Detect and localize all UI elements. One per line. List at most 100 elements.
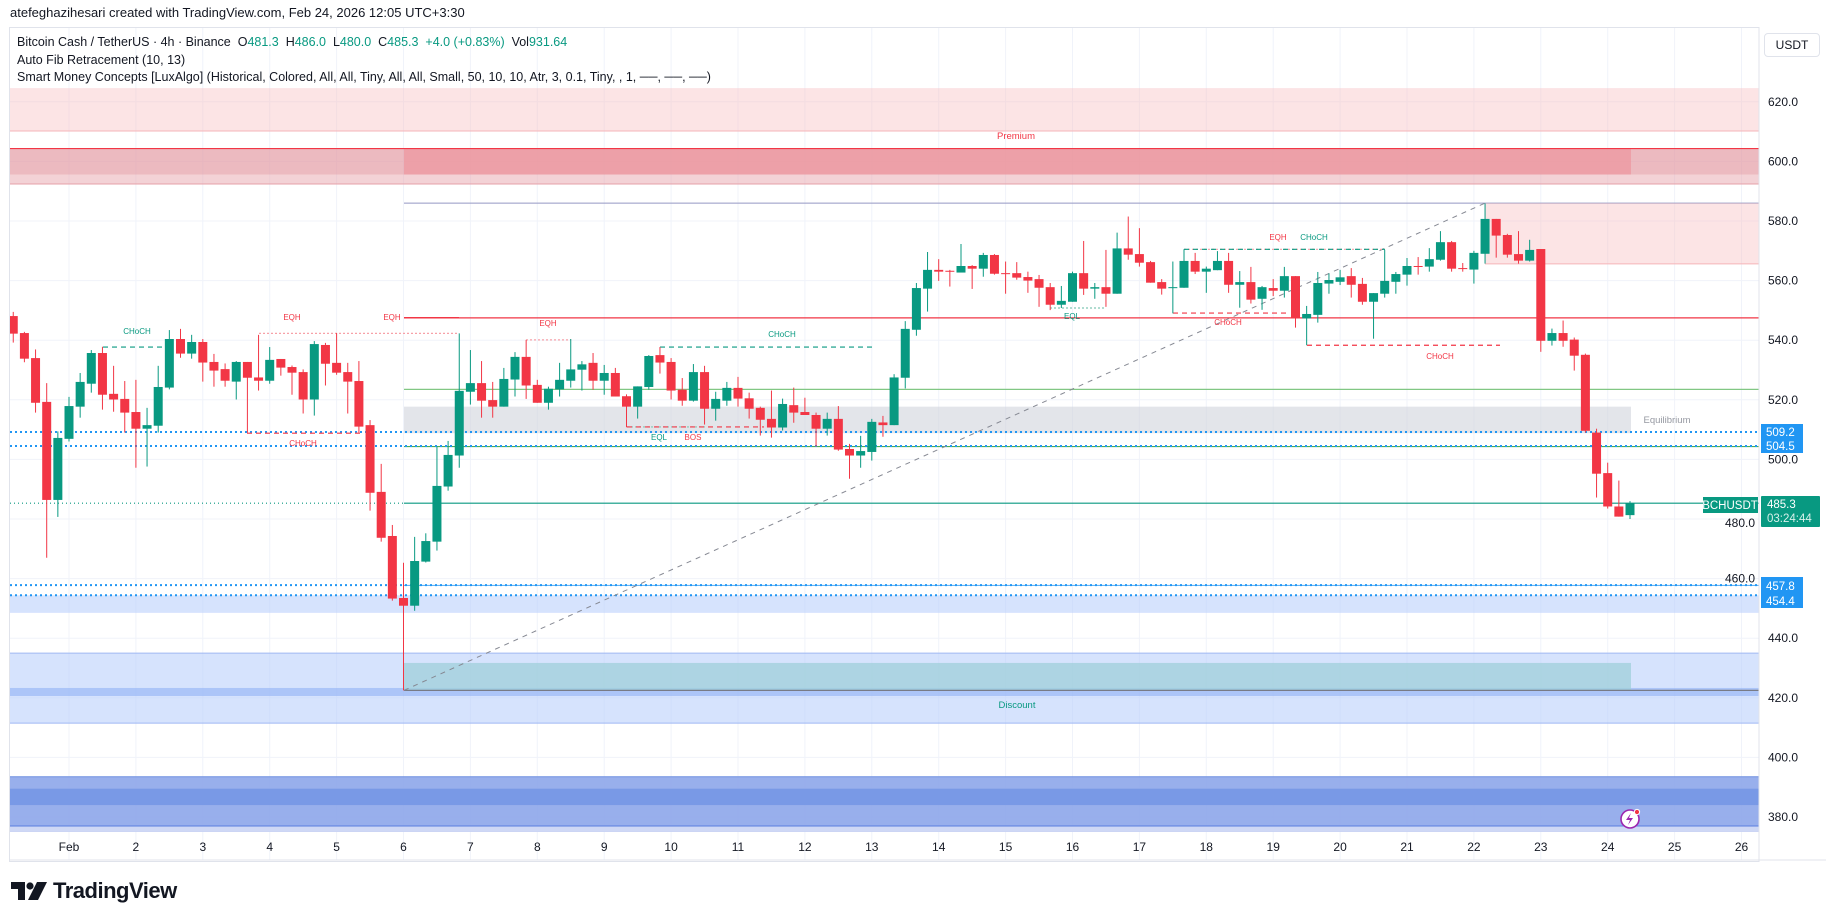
candle (1090, 282, 1100, 299)
time-tick-label: 6 (400, 840, 407, 854)
candle-body (1257, 287, 1267, 299)
candle-body (198, 341, 208, 363)
candle-body (967, 265, 977, 269)
candle-body (1324, 280, 1334, 284)
candle (543, 386, 553, 410)
candle-body (677, 389, 687, 401)
time-tick-label: 5 (333, 840, 340, 854)
time-tick-label: Feb (59, 840, 80, 854)
legend-indicator-fib[interactable]: Auto Fib Retracement (10, 13) (17, 52, 186, 67)
candle (867, 418, 877, 461)
chart-credit: atefeghazihesari created with TradingVie… (10, 5, 465, 20)
open-value: 481.3 (247, 35, 279, 49)
candle-body (633, 386, 643, 407)
structure-label-eqh: EQH (383, 313, 401, 322)
candle (376, 463, 386, 542)
candle-body (644, 355, 654, 387)
candle (633, 386, 643, 419)
candle (1525, 239, 1535, 262)
candle-body (1502, 235, 1512, 255)
time-tick-label: 3 (199, 840, 206, 854)
candle (1324, 273, 1334, 294)
candle (410, 536, 420, 611)
candle (1023, 271, 1033, 293)
candle (1246, 266, 1256, 304)
candle-body (1146, 262, 1156, 283)
candle (1101, 249, 1111, 307)
equilibrium-label: Equilibrium (1644, 415, 1691, 426)
candle (1391, 271, 1401, 294)
candle-body (1291, 276, 1300, 319)
legend-indicator-smc[interactable]: Smart Money Concepts [LuxAlgo] (Historic… (17, 70, 711, 84)
structure-label-choch: CHoCH (1214, 318, 1242, 327)
level-label-box (1761, 424, 1803, 453)
candle (1536, 249, 1546, 352)
candle-body (521, 356, 531, 386)
candle (688, 364, 698, 402)
candle (1190, 252, 1200, 275)
candle (1291, 276, 1300, 328)
candle-body (800, 412, 810, 415)
candle-body (220, 369, 230, 381)
legend-symbol-row[interactable]: Bitcoin Cash / TetherUS · 4h · Binance O… (17, 34, 711, 52)
candle-body (387, 535, 397, 599)
candle-body (488, 400, 498, 407)
candle (666, 358, 676, 400)
time-tick-label: 22 (1467, 840, 1481, 854)
candle (287, 365, 297, 395)
candle-body (989, 254, 999, 274)
candle (421, 533, 431, 563)
candle-body (19, 333, 29, 359)
candle (75, 372, 85, 418)
candle (934, 259, 944, 281)
structure-label-choch: CHoCH (289, 439, 317, 448)
candle (443, 440, 453, 491)
candle (1257, 285, 1267, 310)
candle (209, 353, 219, 387)
price-tick-label: 580.0 (1768, 214, 1798, 228)
structure-label-eql: EQL (1064, 312, 1081, 321)
symbol-name[interactable]: Bitcoin Cash / TetherUS · 4h · Binance (17, 35, 231, 49)
candle (31, 349, 41, 413)
lower-zone-core (10, 788, 1759, 806)
candle (1168, 261, 1178, 314)
structure-label-bos: BOS (685, 433, 702, 442)
symbol-tag-text: BCHUSDT (1702, 500, 1758, 512)
candle-body (1380, 280, 1390, 294)
candle (1224, 252, 1234, 293)
candle (164, 330, 174, 390)
price-tick-label: 380.0 (1768, 810, 1798, 824)
candle-body (856, 451, 866, 456)
candle-body (543, 388, 553, 403)
lightning-icon-glyph (1626, 813, 1633, 825)
candle (878, 415, 888, 437)
candle-body (822, 418, 832, 429)
candle (577, 361, 587, 391)
candle (822, 412, 832, 436)
candle (1357, 277, 1367, 305)
time-tick-label: 19 (1267, 840, 1281, 854)
candle-body (1313, 282, 1323, 315)
candle-body (733, 387, 743, 399)
tradingview-logo[interactable]: TradingView (11, 878, 177, 904)
candle-body (209, 361, 219, 371)
open-label: O (237, 35, 248, 49)
candle (811, 412, 821, 447)
candle-body (1547, 333, 1557, 341)
currency-button[interactable]: USDT (1764, 33, 1820, 57)
candle (309, 341, 319, 416)
candle-body (421, 541, 431, 562)
candle-body (1625, 503, 1635, 516)
time-tick-label: 9 (601, 840, 608, 854)
candle-body (1090, 287, 1100, 289)
close-value: 485.3 (387, 35, 419, 49)
equilibrium-zone (404, 406, 1631, 434)
premium-top-zone (10, 88, 1759, 132)
candle-body (1514, 254, 1523, 261)
time-tick-label: 12 (798, 840, 812, 854)
candle (276, 358, 286, 376)
discount-inner-zone (404, 662, 1631, 691)
time-tick-label: 13 (865, 840, 879, 854)
candle-body (1190, 260, 1200, 272)
